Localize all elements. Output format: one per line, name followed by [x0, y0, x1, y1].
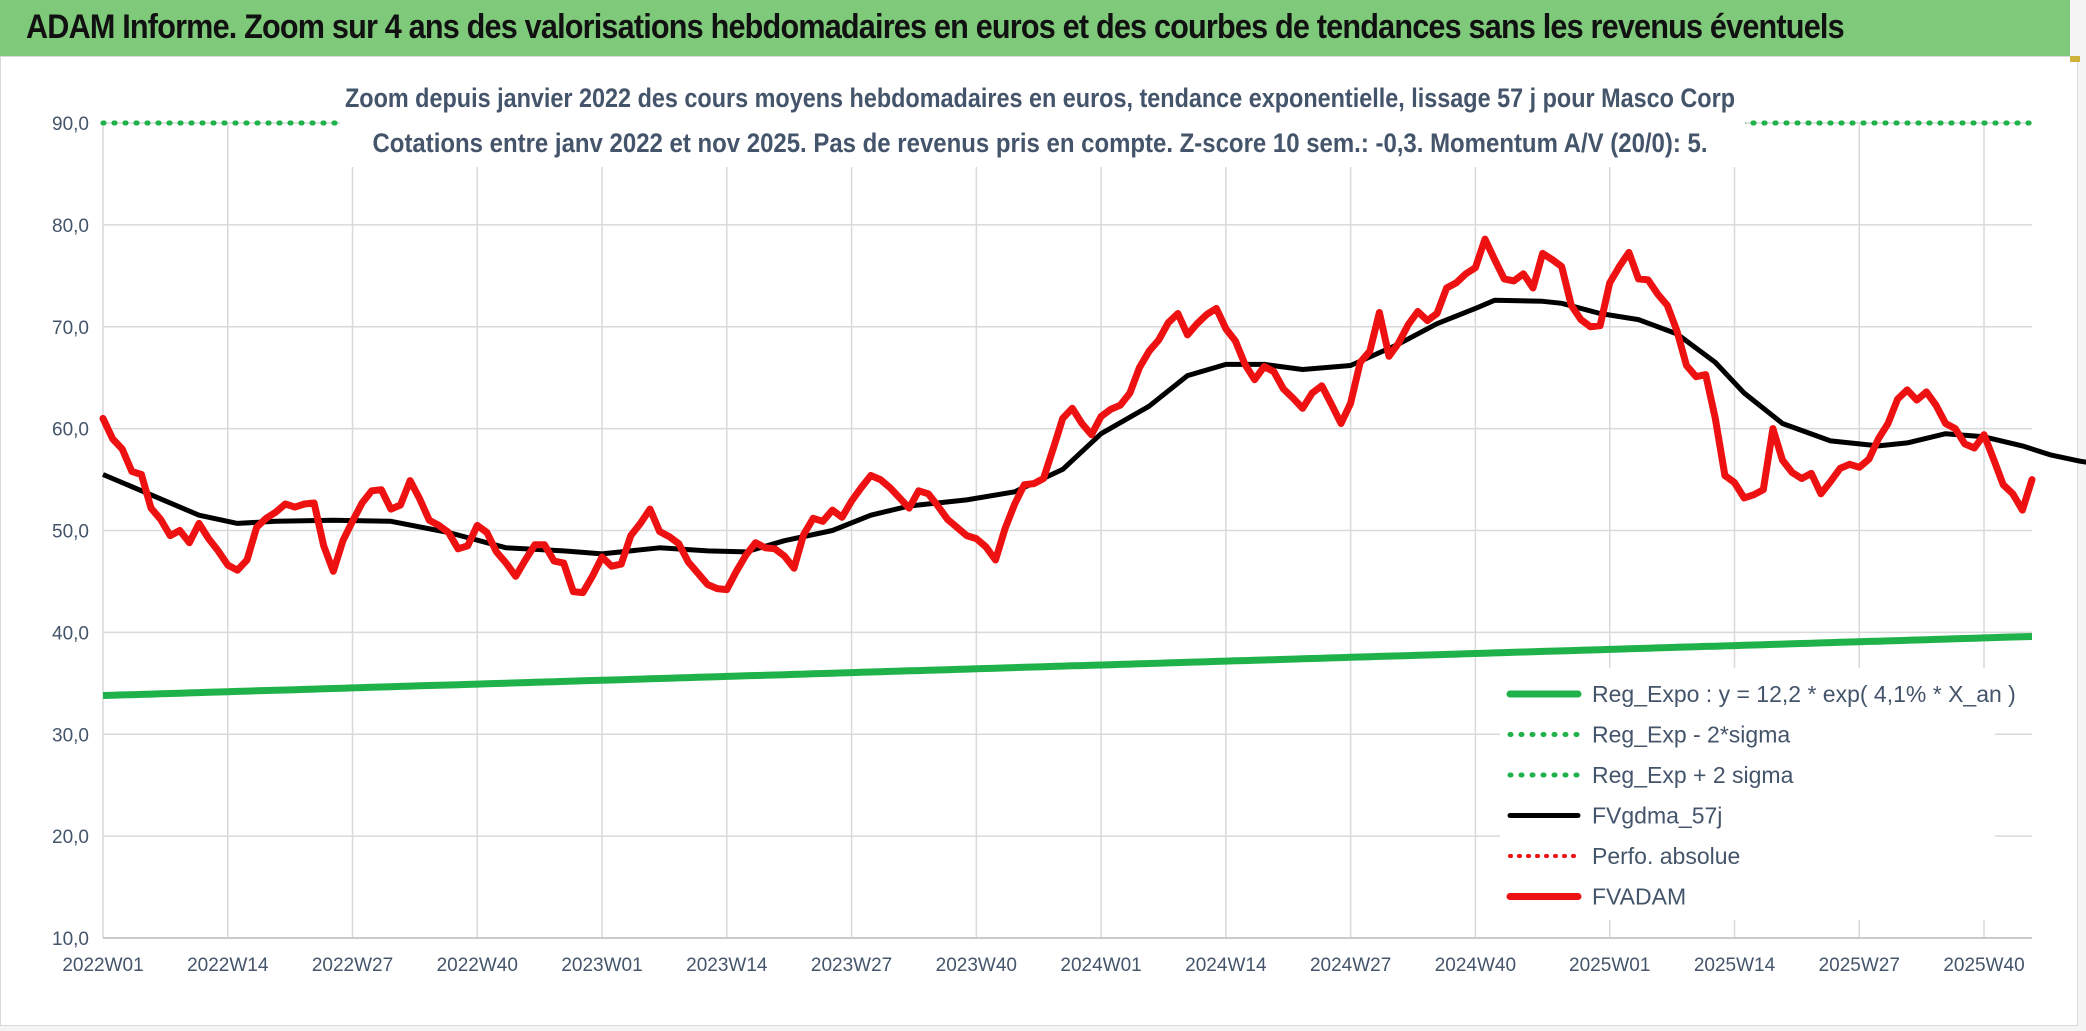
- x-tick-label: 2022W01: [62, 955, 143, 976]
- y-tick-label: 60,0: [52, 420, 89, 441]
- legend-label: Reg_Exp - 2*sigma: [1592, 722, 1790, 748]
- frame-accent: [2070, 56, 2080, 62]
- legend-label: Reg_Expo : y = 12,2 * exp( 4,1% * X_an ): [1592, 681, 2016, 707]
- x-tick-label: 2023W01: [561, 955, 642, 976]
- legend-background: [1500, 668, 1995, 920]
- x-tick-label: 2024W14: [1185, 955, 1267, 976]
- x-tick-label: 2022W40: [437, 955, 518, 976]
- y-tick-label: 90,0: [52, 114, 89, 135]
- chart-title-background: [340, 75, 1745, 167]
- series-fvadam: [99, 235, 2036, 597]
- x-tick-label: 2022W27: [312, 955, 393, 976]
- x-tick-label: 2025W27: [1819, 955, 1900, 976]
- chart-axes: 10,0 20,0 30,0 40,0 50,0 60,0 70,0 80,0 90,0 2022…: [52, 114, 2032, 976]
- x-tick-label: 2023W40: [936, 955, 1017, 976]
- chart-series: [99, 120, 2086, 699]
- chart-title-line-2: Cotations entre janv 2022 et nov 2025. P…: [373, 128, 1708, 158]
- chart-title-line-1: Zoom depuis janvier 2022 des cours moyen…: [345, 83, 1735, 113]
- x-tick-label: 2023W27: [811, 955, 892, 976]
- x-tick-label: 2024W27: [1310, 955, 1391, 976]
- y-tick-label: 30,0: [52, 725, 89, 746]
- legend-label: Perfo. absolue: [1592, 843, 1740, 869]
- y-tick-label: 80,0: [52, 216, 89, 237]
- x-tick-label: 2025W01: [1569, 955, 1650, 976]
- chart-legend: Reg_Expo : y = 12,2 * exp( 4,1% * X_an )…: [1500, 668, 2016, 920]
- y-tick-label: 50,0: [52, 522, 89, 543]
- x-tick-label: 2023W14: [686, 955, 768, 976]
- y-tick-label: 20,0: [52, 827, 89, 848]
- x-tick-label: 2022W14: [187, 955, 269, 976]
- y-tick-label: 70,0: [52, 318, 89, 339]
- x-tick-label: 2024W01: [1060, 955, 1141, 976]
- x-tick-label: 2025W40: [1943, 955, 2024, 976]
- legend-label: FVgdma_57j: [1592, 803, 1722, 829]
- series-fvgdma-57j: [102, 297, 2086, 557]
- report-banner: ADAM Informe. Zoom sur 4 ans des valoris…: [0, 0, 2070, 58]
- x-tick-label: 2024W40: [1435, 955, 1516, 976]
- series-reg-expo: [102, 633, 2033, 699]
- legend-label: FVADAM: [1592, 884, 1686, 910]
- legend-label: Reg_Exp + 2 sigma: [1592, 762, 1794, 788]
- report-title: ADAM Informe. Zoom sur 4 ans des valoris…: [26, 8, 1845, 46]
- y-tick-label: 10,0: [52, 929, 89, 950]
- y-tick-label: 40,0: [52, 623, 89, 644]
- x-tick-label: 2025W14: [1694, 955, 1776, 976]
